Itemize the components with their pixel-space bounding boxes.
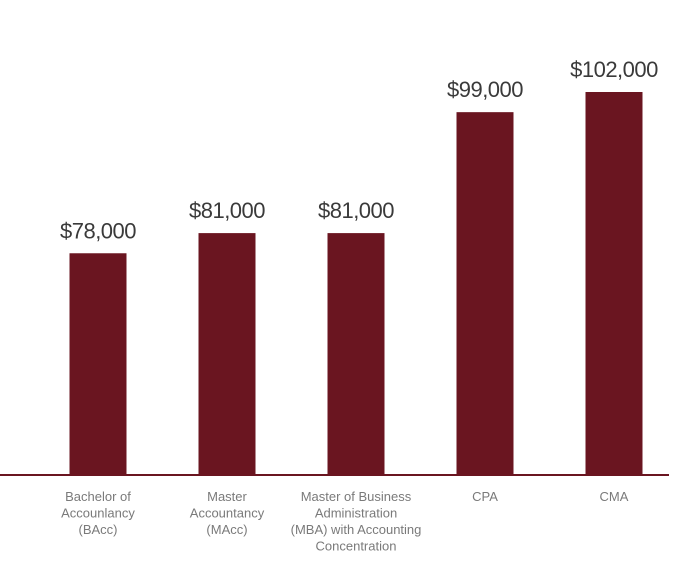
value-labels-group: $78,000 $81,000 $81,000 $99,000 $102,000 bbox=[60, 57, 659, 243]
bar-5 bbox=[585, 92, 643, 475]
value-label-4: $99,000 bbox=[447, 77, 523, 102]
bar-4 bbox=[456, 112, 514, 475]
category-label-line: Accounlancy bbox=[61, 506, 135, 521]
value-label-5: $102,000 bbox=[570, 57, 658, 82]
category-labels-group: Bachelor of Accounlancy (BAcc) Master Accoun… bbox=[61, 489, 629, 554]
category-label-line: Administration bbox=[315, 506, 397, 521]
category-label-line: Concentration bbox=[316, 539, 397, 554]
category-label-line: CMA bbox=[600, 489, 629, 504]
value-label-2: $81,000 bbox=[189, 198, 265, 223]
category-label-1: Bachelor of Accounlancy (BAcc) bbox=[61, 489, 135, 537]
category-label-line: Master of Business bbox=[301, 489, 412, 504]
category-label-line: (BAcc) bbox=[79, 522, 118, 537]
value-label-3: $81,000 bbox=[318, 198, 394, 223]
category-label-line: Master bbox=[207, 489, 247, 504]
category-label-line: CPA bbox=[472, 489, 498, 504]
value-label-1: $78,000 bbox=[60, 218, 136, 243]
category-label-line: (MAcc) bbox=[206, 522, 247, 537]
bars-group bbox=[69, 92, 643, 475]
category-label-line: (MBA) with Accounting bbox=[291, 522, 422, 537]
category-label-line: Accountancy bbox=[190, 506, 265, 521]
category-label-3: Master of Business Administration (MBA) wi… bbox=[291, 489, 422, 554]
category-label-4: CPA bbox=[472, 489, 498, 504]
category-label-2: Master Accountancy (MAcc) bbox=[190, 489, 265, 537]
bar-2 bbox=[198, 233, 256, 475]
category-label-line: Bachelor of bbox=[65, 489, 131, 504]
bar-3 bbox=[327, 233, 385, 475]
category-label-5: CMA bbox=[600, 489, 629, 504]
bar-1 bbox=[69, 253, 127, 475]
